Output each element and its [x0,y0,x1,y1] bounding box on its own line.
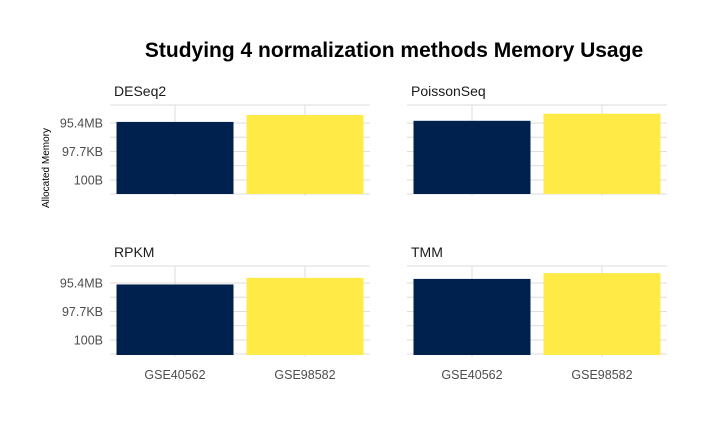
bar-rpkm-gse98582 [246,277,364,355]
y-tick-label: 100B [74,174,103,188]
y-tick-label: 97.7KB [62,145,103,159]
facet-panel-poissonseq: PoissonSeq [407,83,667,196]
x-tick-label: GSE40562 [144,368,205,382]
facet-panels: DESeq2 95.4MB 97.7KB 100B PoissonSeq RPKM 95.4… [60,83,667,382]
x-tick-label: GSE40562 [441,368,502,382]
x-tick-label: GSE98582 [274,368,335,382]
y-axis-title: Allocated Memory [41,128,52,208]
y-tick-label: 97.7KB [62,305,103,319]
bar-tmm-gse40562 [413,278,531,355]
facet-title: DESeq2 [114,83,166,99]
chart-title: Studying 4 normalization methods Memory … [145,39,643,62]
facet-panel-rpkm: RPKM 95.4MB 97.7KB 100B GSE40562 GSE98582 [60,244,370,382]
y-tick-label: 95.4MB [60,277,103,291]
facet-panel-tmm: TMM GSE40562 GSE98582 [407,244,667,382]
bar-deseq2-gse40562 [116,121,234,194]
facet-title: PoissonSeq [411,83,486,99]
bar-poissonseq-gse40562 [413,120,531,194]
y-tick-label: 95.4MB [60,117,103,131]
y-tick-label: 100B [74,334,103,348]
bar-poissonseq-gse98582 [543,113,661,194]
bar-rpkm-gse40562 [116,284,234,355]
x-tick-label: GSE98582 [571,368,632,382]
facet-title: RPKM [114,244,154,260]
facet-title: TMM [411,244,443,260]
facet-panel-deseq2: DESeq2 95.4MB 97.7KB 100B [60,83,370,196]
bar-deseq2-gse98582 [246,114,364,194]
bar-tmm-gse98582 [543,273,661,355]
